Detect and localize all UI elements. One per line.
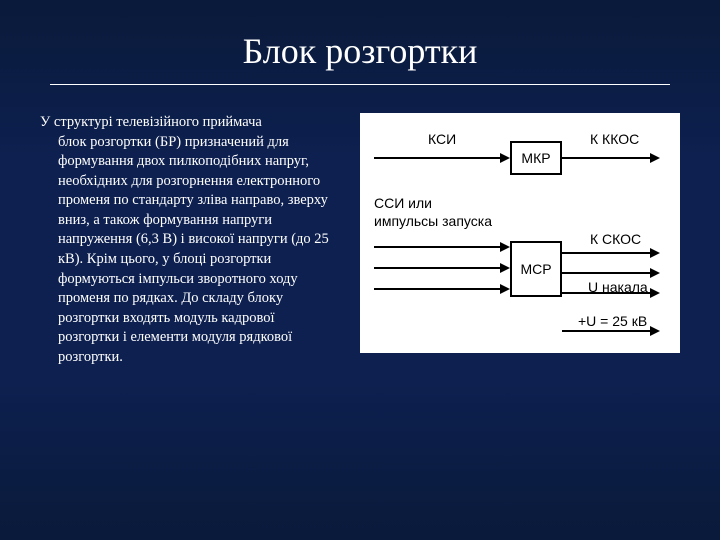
page-title: Блок розгортки xyxy=(40,30,680,72)
diagram-label-kkos: К ККОС xyxy=(590,131,639,147)
paragraph: У структурі телевізійного приймача блок … xyxy=(40,113,336,367)
diagram-column: МКР МСР КСИ К ККОС ССИ или импульсы запуска К … xyxy=(360,113,680,520)
diagram-arrow-6 xyxy=(562,272,650,274)
diagram-arrowhead-7 xyxy=(650,288,660,298)
block-diagram: МКР МСР КСИ К ККОС ССИ или импульсы запуска К … xyxy=(360,113,680,353)
diagram-arrow-3 xyxy=(374,267,500,269)
diagram-arrow-2 xyxy=(374,246,500,248)
diagram-arrowhead-3 xyxy=(500,263,510,273)
diagram-arrow-7 xyxy=(562,292,650,294)
diagram-label-ksi: КСИ xyxy=(428,131,456,147)
diagram-arrow-1 xyxy=(562,157,650,159)
diagram-arrowhead-2 xyxy=(500,242,510,252)
diagram-label-ssi1: ССИ или xyxy=(374,195,432,211)
diagram-arrowhead-6 xyxy=(650,268,660,278)
diagram-node-mkr: МКР xyxy=(510,141,562,175)
slide: Блок розгортки У структурі телевізійного… xyxy=(0,0,720,540)
content-row: У структурі телевізійного приймача блок … xyxy=(40,113,680,520)
diagram-arrow-0 xyxy=(374,157,500,159)
paragraph-first-line: У структурі телевізійного приймача xyxy=(40,113,336,133)
diagram-label-u25: +U = 25 кВ xyxy=(578,313,647,329)
diagram-label-kskos: К СКОС xyxy=(590,231,641,247)
diagram-arrow-8 xyxy=(562,330,650,332)
title-underline xyxy=(50,84,670,85)
diagram-arrow-5 xyxy=(562,252,650,254)
diagram-arrowhead-4 xyxy=(500,284,510,294)
diagram-arrow-4 xyxy=(374,288,500,290)
diagram-label-ssi2: импульсы запуска xyxy=(374,213,492,229)
paragraph-body: блок розгортки (БР) призначений для форм… xyxy=(40,133,336,368)
diagram-arrowhead-5 xyxy=(650,248,660,258)
diagram-arrowhead-8 xyxy=(650,326,660,336)
diagram-arrowhead-0 xyxy=(500,153,510,163)
diagram-arrowhead-1 xyxy=(650,153,660,163)
diagram-node-msr: МСР xyxy=(510,241,562,297)
text-column: У структурі телевізійного приймача блок … xyxy=(40,113,336,520)
